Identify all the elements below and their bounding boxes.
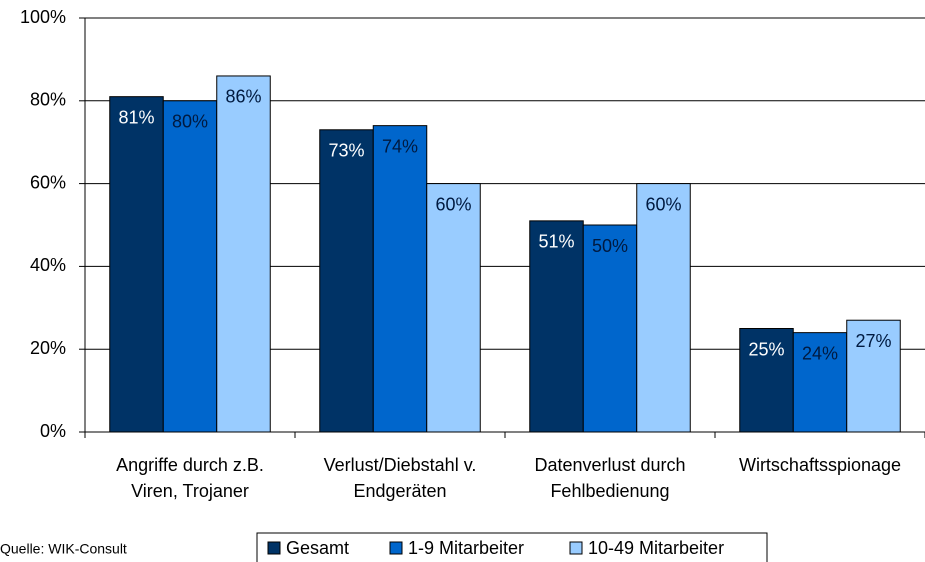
bar [109, 96, 164, 433]
y-tick-label: 60% [30, 172, 66, 192]
y-tick-label: 40% [30, 255, 66, 275]
legend-label: Gesamt [286, 538, 349, 558]
x-tick-label: Angriffe durch z.B. [116, 455, 264, 475]
legend-box [256, 532, 768, 562]
data-label: 27% [855, 331, 891, 351]
data-label: 80% [172, 112, 208, 132]
data-label: 60% [435, 194, 471, 214]
bar [582, 224, 638, 433]
x-tick-label: Datenverlust durch [534, 455, 685, 475]
bar [162, 100, 218, 433]
y-tick-label: 80% [30, 90, 66, 110]
legend-label: 1-9 Mitarbeiter [408, 538, 524, 558]
legend-swatch [569, 541, 583, 555]
x-tick-label: Endgeräten [353, 481, 446, 501]
y-tick-label: 20% [30, 338, 66, 358]
legend-label: 10-49 Mitarbeiter [588, 538, 724, 558]
bar [319, 129, 374, 433]
data-label: 74% [382, 136, 418, 156]
x-tick-label: Viren, Trojaner [131, 481, 249, 501]
data-label: 24% [802, 343, 838, 363]
bar [636, 183, 691, 433]
bar [216, 75, 271, 433]
x-tick-label: Wirtschaftsspionage [739, 455, 901, 475]
bar [529, 220, 584, 433]
data-label: 51% [538, 232, 574, 252]
bar [426, 183, 481, 433]
x-tick-label: Verlust/Diebstahl v. [324, 455, 477, 475]
data-label: 50% [592, 236, 628, 256]
x-tick-label: Fehlbedienung [550, 481, 669, 501]
data-label: 73% [328, 141, 364, 161]
data-label: 86% [225, 87, 261, 107]
legend-swatch [389, 541, 403, 555]
y-tick-label: 0% [40, 421, 66, 441]
bar [846, 319, 901, 433]
legend-swatch [267, 541, 281, 555]
bar [372, 125, 428, 433]
y-tick-label: 100% [20, 7, 66, 27]
data-label: 81% [118, 107, 154, 127]
data-label: 60% [645, 194, 681, 214]
data-label: 25% [748, 339, 784, 359]
source-note: Quelle: WIK-Consult [0, 541, 127, 557]
